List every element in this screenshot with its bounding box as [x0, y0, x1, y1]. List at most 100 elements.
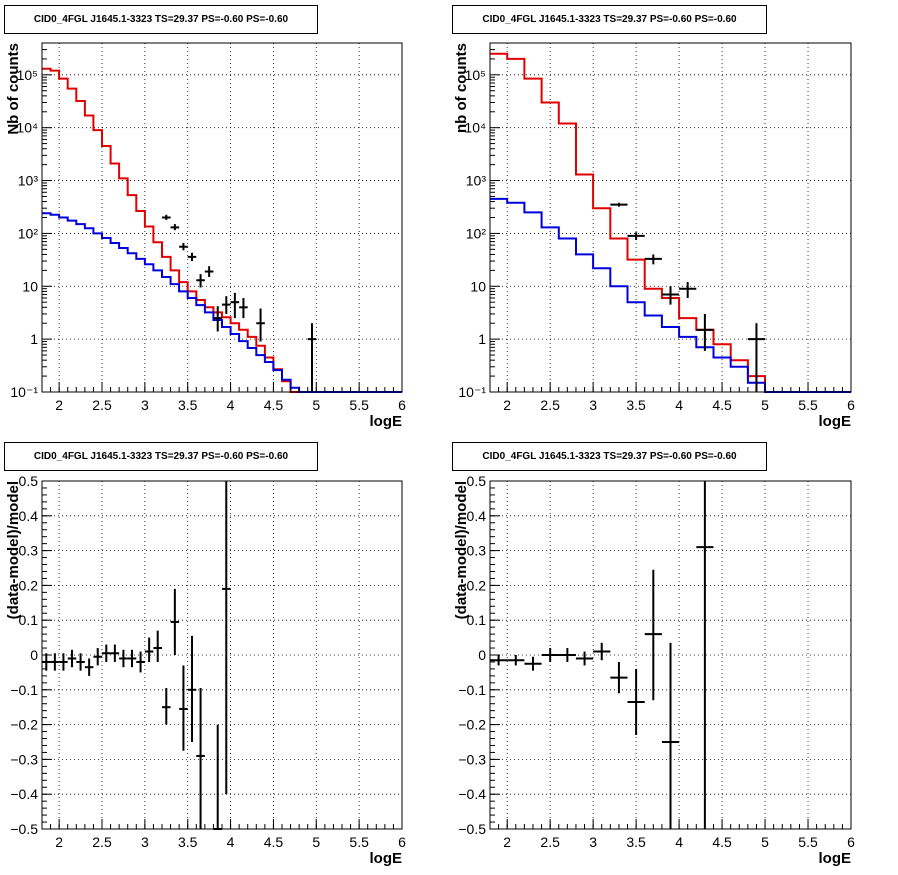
x-tick-label: 3 [589, 834, 597, 850]
x-tick-label: 6 [847, 397, 855, 413]
data-point [696, 313, 714, 351]
plot-title-top-left: CID0_4FGL J1645.1-3323 TS=29.37 PS=-0.60… [4, 5, 318, 34]
data-point [661, 286, 680, 305]
y-tick-label: −0.1 [458, 682, 486, 698]
data-point [179, 665, 188, 751]
y-tick-label: 0.4 [467, 508, 487, 524]
data-point [127, 649, 137, 668]
data-point [747, 323, 766, 392]
x-tick-label: 3 [141, 397, 149, 413]
x-tick-label: 4.5 [264, 397, 284, 413]
y-tick-label: 10⁵ [17, 67, 38, 83]
y-tick-label: 0.3 [19, 543, 39, 559]
x-tick-label: 2.5 [540, 397, 560, 413]
x-axis-label: logE [370, 413, 403, 430]
data-point [558, 648, 576, 662]
data-point [490, 655, 508, 666]
y-tick-label: 10⁻¹ [10, 384, 38, 400]
y-tick-label: 10³ [18, 173, 39, 189]
data-point [230, 292, 240, 319]
y-tick-label: −0.2 [458, 717, 486, 733]
x-tick-label: 5.5 [349, 397, 369, 413]
y-tick-label: 0.2 [19, 577, 39, 593]
data-point [179, 242, 188, 251]
y-tick-label: 1 [478, 331, 486, 347]
data-point [170, 588, 180, 655]
data-point [507, 655, 525, 666]
data-point [67, 649, 77, 668]
y-tick-label: 0.2 [467, 577, 487, 593]
y-tick-label: 10⁵ [465, 67, 486, 83]
data-point [213, 306, 222, 332]
x-tick-label: 3.5 [626, 834, 646, 850]
x-tick-label: 5 [761, 397, 769, 413]
y-tick-label: −0.4 [10, 786, 38, 802]
data-point [144, 637, 154, 662]
data-point [307, 323, 317, 392]
data-point [222, 296, 231, 314]
plot-panel-p1: 2 2.5 3 3.5 4 4.5 5 5.5 6 10⁻¹ 1 10 10² 10³ 10⁴ 10⁵ logE… [5, 42, 406, 430]
x-tick-label: 3 [589, 397, 597, 413]
x-axis-label: logE [370, 850, 403, 867]
x-tick-label: 2 [503, 397, 511, 413]
data-point [50, 653, 60, 671]
x-tick-label: 4.5 [712, 834, 732, 850]
plot-area [42, 43, 402, 392]
x-tick-label: 5 [312, 397, 320, 413]
data-point [524, 656, 542, 671]
data-point [610, 661, 628, 694]
data-point [76, 653, 85, 671]
x-tick-label: 3 [141, 834, 149, 850]
data-point [644, 569, 662, 701]
x-tick-label: 5.5 [798, 397, 818, 413]
data-point [59, 653, 68, 671]
x-tick-label: 4 [227, 834, 235, 850]
y-tick-label: 10² [466, 225, 487, 241]
y-tick-label: −0.5 [10, 821, 38, 837]
y-tick-label: 0.1 [467, 612, 487, 628]
data-point [119, 649, 128, 668]
x-tick-label: 4.5 [712, 397, 732, 413]
data-point [541, 648, 559, 662]
histogram-series-total-model [490, 52, 851, 393]
data-point [136, 651, 145, 673]
x-tick-label: 4 [227, 397, 235, 413]
x-tick-label: 2.5 [540, 834, 560, 850]
data-point [610, 202, 628, 207]
y-axis-label: Nb of counts [5, 43, 22, 135]
y-tick-label: 0 [478, 647, 486, 663]
data-point [196, 274, 205, 288]
x-tick-label: 5 [312, 834, 320, 850]
plot-title-bottom-left: CID0_4FGL J1645.1-3323 TS=29.37 PS=-0.60… [4, 442, 318, 471]
data-point [110, 644, 120, 662]
y-axis-label: nb of counts [453, 43, 470, 133]
x-tick-label: 6 [398, 834, 406, 850]
y-tick-label: 0.5 [19, 473, 39, 489]
data-point [679, 282, 697, 299]
y-axis-label: (data-model)/model [5, 481, 22, 619]
plot-panel-p2: 2 2.5 3 3.5 4 4.5 5 5.5 6 10⁻¹ 1 10 10² 10³ 10⁴ 10⁵ logE… [453, 42, 855, 430]
y-tick-label: 10 [22, 278, 38, 294]
data-point [593, 642, 611, 661]
x-tick-label: 3.5 [626, 397, 646, 413]
x-tick-label: 5.5 [798, 834, 818, 850]
x-tick-label: 5 [761, 834, 769, 850]
data-point [153, 630, 162, 662]
data-point [256, 308, 265, 342]
data-point [239, 298, 248, 319]
y-tick-label: 0.4 [19, 508, 39, 524]
y-tick-label: 1 [30, 331, 38, 347]
y-axis-label: (data-model)/model [453, 481, 470, 619]
y-tick-label: −0.3 [458, 751, 486, 767]
x-tick-label: 2.5 [92, 834, 112, 850]
data-point [696, 481, 714, 829]
x-tick-label: 6 [847, 834, 855, 850]
data-point [93, 648, 102, 666]
data-point [196, 688, 205, 829]
x-tick-label: 5.5 [349, 834, 369, 850]
data-point [204, 266, 214, 277]
data-point [187, 252, 197, 262]
x-tick-label: 3.5 [178, 397, 198, 413]
x-tick-label: 4 [675, 834, 683, 850]
